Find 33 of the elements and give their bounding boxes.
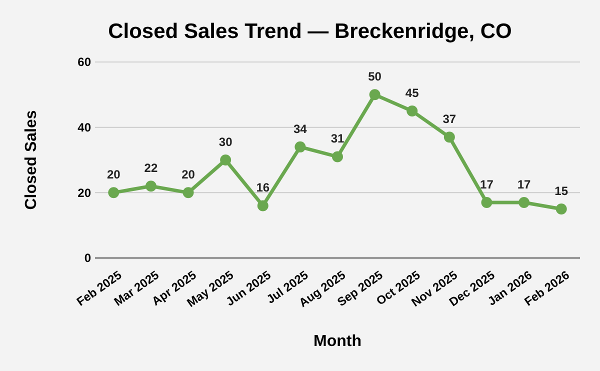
data-label: 30 (218, 135, 233, 149)
y-tick-label: 20 (78, 186, 92, 200)
data-label: 17 (517, 177, 532, 192)
point (332, 151, 343, 162)
data-label: 20 (182, 168, 196, 182)
chart-title: Closed Sales Trend — Breckenridge, CO (108, 20, 512, 43)
data-label: 15 (554, 184, 568, 198)
data-label: 20 (106, 168, 121, 182)
data-label: 45 (405, 86, 420, 100)
point (444, 132, 455, 143)
y-tick-label: 0 (84, 251, 92, 266)
data-label: 16 (256, 180, 270, 195)
data-label: 50 (368, 70, 382, 84)
point (145, 180, 156, 192)
point (294, 141, 306, 152)
point (518, 196, 530, 208)
data-label: 17 (480, 177, 494, 192)
y-tick-label: 40 (78, 120, 92, 135)
point (556, 204, 567, 214)
data-label: 34 (294, 122, 308, 136)
data-label: 22 (144, 161, 158, 176)
x-axis-title: Month (314, 333, 362, 350)
point (220, 154, 232, 166)
y-axis-title: Closed Sales (23, 110, 40, 210)
y-tick-label: 60 (78, 55, 92, 70)
point (481, 196, 492, 208)
point (257, 200, 268, 212)
point (182, 187, 194, 198)
point (108, 187, 120, 198)
data-label: 31 (330, 132, 344, 146)
point (369, 89, 380, 100)
data-label: 37 (442, 112, 456, 126)
point (406, 106, 418, 116)
